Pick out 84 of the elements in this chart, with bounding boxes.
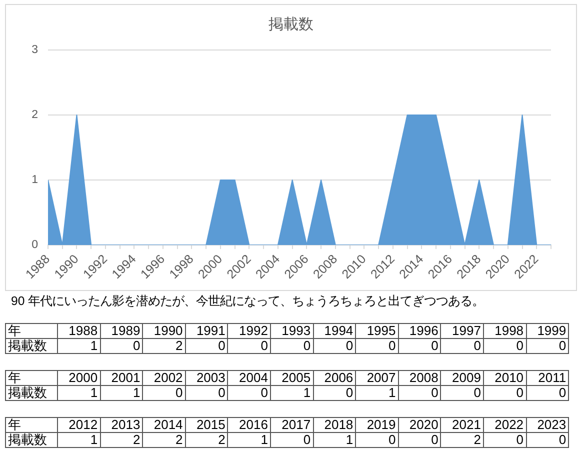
data-label: 1 [58,338,100,354]
data-label: 0 [526,385,569,400]
x-tick-label: 1996 [398,323,441,338]
data-label: 2 [142,338,186,354]
x-tick-label: 2023 [526,417,569,432]
data-label: 0 [270,338,314,354]
x-tick-label: 1999 [526,323,569,338]
data-label: 0 [526,432,569,448]
data-label: 0 [356,338,398,354]
data-label: 2 [100,432,143,448]
data-label: 0 [228,338,270,354]
data-label: 1 [58,432,100,448]
x-tick-label: 2005 [270,370,314,386]
x-tick-label: 2016 [228,417,270,432]
x-tick-label: 2008 [398,370,441,386]
y-tick-label: 掲載数 [6,432,58,448]
y-tick-label: 掲載数 [6,385,58,400]
data-label: 0 [313,338,356,354]
data-label: 0 [398,338,441,354]
data-label: 1 [228,432,270,448]
x-tick-label: 1990 [142,323,186,338]
data-label: 1 [100,385,143,400]
y-tick-label: 1 [32,174,38,186]
data-label: 0 [398,432,441,448]
data-label: 2 [142,432,186,448]
x-tick-label: 2004 [228,370,270,386]
x-tick-label: 2020 [398,417,441,432]
x-tick-label: 2012 [58,417,100,432]
x-tick-label: 1998 [483,323,526,338]
x-tick-label: 2010 [483,370,526,386]
data-label: 0 [356,432,398,448]
data-label: 0 [526,338,569,354]
data-label: 0 [228,385,270,400]
data-label: 1 [313,432,356,448]
data-label: 1 [270,385,314,400]
x-tick-label: 1993 [270,323,314,338]
x-tick-label: 1995 [356,323,398,338]
data-label: 0 [483,385,526,400]
data-label: 0 [100,338,143,354]
data-label: 0 [270,432,314,448]
x-tick-label: 2003 [185,370,228,386]
x-axis-title: 年 [6,417,58,432]
x-tick-label: 2007 [356,370,398,386]
y-tick-label: 3 [32,44,38,56]
annotation: 90 年代にいったん影を潜めたが、今世紀になって、ちょうろちょろと出てぎつつある。 [11,293,484,310]
y-tick-label: 掲載数 [6,338,58,354]
x-tick-label: 2015 [185,417,228,432]
data-label: 0 [483,338,526,354]
data-label: 0 [398,385,441,400]
x-tick-label: 2002 [142,370,186,386]
y-tick-label: 2 [32,109,38,122]
x-tick-label: 2022 [483,417,526,432]
data-label: 1 [58,385,100,400]
data-label: 0 [185,338,228,354]
data-label: 1 [356,385,398,400]
x-tick-label: 1991 [185,323,228,338]
x-tick-label: 2021 [440,417,484,432]
x-tick-label: 1988 [58,323,100,338]
x-tick-label: 2014 [142,417,186,432]
x-tick-label: 2006 [313,370,356,386]
x-tick-label: 2000 [58,370,100,386]
data-label: 0 [440,338,484,354]
data-label: 0 [440,385,484,400]
x-tick-label: 1997 [440,323,484,338]
x-tick-label: 2018 [313,417,356,432]
x-tick-label: 1994 [313,323,356,338]
chart-title: 掲載数 [268,16,314,34]
y-tick-label: 0 [32,239,38,252]
x-tick-label: 1992 [228,323,270,338]
data-label: 2 [185,432,228,448]
data-label: 0 [142,385,186,400]
x-tick-label: 2019 [356,417,398,432]
data-label: 0 [313,385,356,400]
x-axis-title: 年 [6,323,58,338]
x-tick-label: 2009 [440,370,484,386]
x-tick-label: 2001 [100,370,143,386]
data-label: 0 [185,385,228,400]
x-tick-label: 2013 [100,417,143,432]
x-tick-label: 1989 [100,323,143,338]
data-label: 0 [483,432,526,448]
x-axis-title: 年 [6,370,58,386]
x-tick-label: 2011 [526,370,569,386]
data-label: 2 [440,432,484,448]
x-tick-label: 2017 [270,417,314,432]
